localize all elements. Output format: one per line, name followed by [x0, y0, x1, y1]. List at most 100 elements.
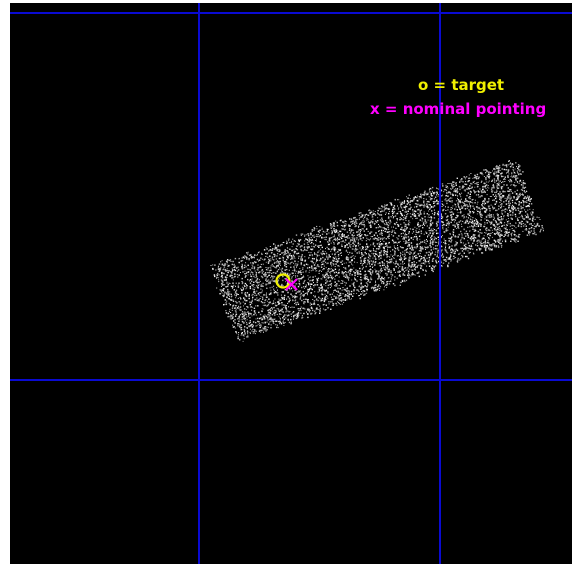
detector-pixel: [287, 314, 289, 316]
detector-pixel: [377, 272, 379, 275]
detector-pixel: [382, 281, 384, 282]
detector-pixel: [526, 201, 528, 204]
detector-pixel: [290, 321, 292, 323]
detector-pixel: [232, 316, 234, 318]
detector-pixel: [345, 236, 347, 238]
detector-pixel: [518, 196, 520, 198]
detector-pixel: [373, 248, 374, 250]
detector-pixel: [384, 250, 387, 253]
detector-pixel: [415, 234, 417, 236]
detector-pixel: [278, 263, 280, 265]
detector-pixel: [245, 275, 247, 277]
detector-pixel: [372, 212, 375, 215]
detector-pixel: [413, 200, 415, 202]
detector-pixel: [510, 196, 512, 198]
detector-pixel: [307, 240, 309, 242]
detector-pixel: [499, 219, 501, 221]
detector-pixel: [327, 284, 330, 286]
detector-pixel: [457, 212, 459, 214]
detector-pixel: [333, 228, 335, 230]
detector-pixel: [474, 177, 476, 179]
detector-pixel: [249, 287, 252, 290]
detector-pixel: [436, 238, 437, 240]
detector-pixel: [241, 292, 243, 294]
detector-pixel: [240, 298, 242, 300]
detector-pixel: [488, 242, 490, 244]
detector-pixel: [363, 224, 365, 226]
detector-pixel: [264, 258, 266, 260]
detector-pixel: [368, 262, 371, 264]
detector-pixel: [364, 276, 367, 278]
detector-pixel: [375, 282, 376, 284]
detector-pixel: [391, 210, 393, 213]
detector-pixel: [384, 206, 386, 208]
detector-pixel: [486, 201, 488, 203]
detector-pixel: [415, 203, 418, 205]
detector-pixel: [383, 252, 385, 254]
detector-pixel: [260, 296, 262, 297]
detector-pixel: [284, 265, 286, 266]
detector-pixel: [298, 283, 301, 285]
detector-pixel: [325, 296, 327, 298]
detector-pixel: [314, 291, 316, 293]
detector-pixel: [499, 242, 501, 244]
detector-pixel: [250, 271, 252, 273]
detector-pixel: [330, 224, 332, 226]
detector-pixel: [413, 215, 416, 217]
detector-pixel: [225, 270, 227, 272]
detector-pixel: [259, 284, 261, 286]
detector-pixel: [241, 316, 244, 318]
detector-pixel: [459, 234, 461, 235]
detector-pixel: [242, 266, 243, 268]
detector-pixel: [419, 243, 421, 245]
detector-pixel: [452, 213, 454, 215]
detector-pixel: [459, 181, 461, 183]
detector-pixel: [484, 221, 486, 223]
detector-pixel: [470, 191, 472, 193]
detector-pixel: [362, 290, 364, 292]
detector-pixel: [364, 293, 366, 295]
detector-pixel: [380, 252, 382, 254]
detector-pixel: [264, 272, 267, 274]
detector-pixel: [424, 225, 425, 226]
detector-pixel: [340, 225, 342, 226]
detector-pixel: [449, 256, 451, 258]
detector-pixel: [265, 315, 267, 317]
detector-pixel: [316, 307, 318, 309]
detector-pixel: [493, 224, 495, 226]
detector-pixel: [303, 302, 305, 304]
detector-pixel: [372, 236, 374, 238]
detector-pixel: [427, 193, 429, 196]
detector-pixel: [234, 275, 236, 278]
detector-pixel: [365, 248, 367, 250]
detector-pixel: [540, 229, 542, 231]
detector-pixel: [307, 316, 309, 319]
detector-pixel: [386, 283, 389, 285]
detector-pixel: [342, 287, 344, 289]
detector-pixel: [508, 194, 510, 196]
detector-pixel: [249, 306, 251, 308]
detector-pixel: [344, 284, 346, 286]
detector-pixel: [420, 204, 422, 206]
detector-pixel: [428, 201, 429, 203]
detector-pixel: [496, 231, 499, 233]
detector-pixel: [456, 188, 459, 190]
detector-pixel: [498, 208, 500, 210]
detector-pixel: [328, 301, 330, 303]
detector-pixel: [276, 255, 278, 257]
detector-pixel: [471, 221, 473, 224]
detector-pixel: [507, 195, 509, 197]
detector-pixel: [504, 234, 506, 236]
detector-pixel: [371, 252, 373, 254]
detector-pixel: [436, 262, 438, 264]
detector-pixel: [340, 255, 342, 256]
detector-pixel: [514, 241, 516, 242]
detector-pixel: [464, 178, 466, 180]
detector-pixel: [264, 275, 266, 277]
detector-pixel: [404, 227, 406, 229]
detector-pixel: [310, 307, 312, 309]
detector-pixel: [332, 260, 335, 262]
detector-pixel: [241, 332, 243, 334]
detector-pixel: [460, 179, 462, 181]
detector-pixel: [504, 190, 506, 193]
